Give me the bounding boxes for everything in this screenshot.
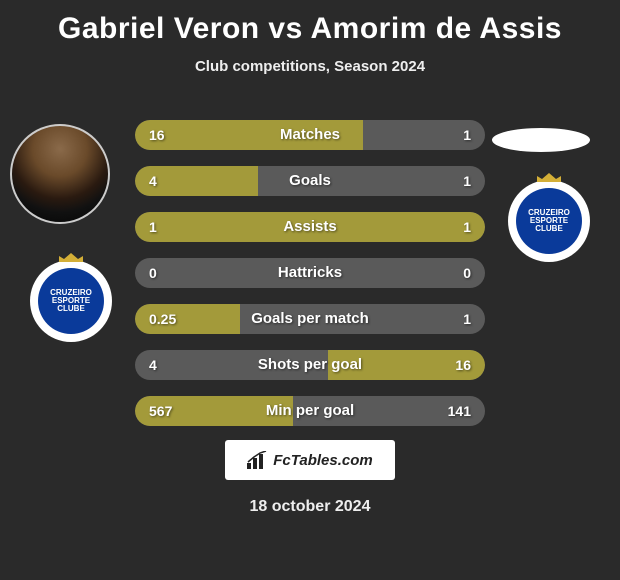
club-crest-left: CRUZEIRO ESPORTE CLUBE [30, 260, 112, 342]
stat-row: 00Hattricks [135, 258, 485, 288]
stat-label: Goals [135, 166, 485, 196]
club-crest-right-inner: CRUZEIRO ESPORTE CLUBE [516, 188, 582, 254]
stat-label: Goals per match [135, 304, 485, 334]
stat-label: Hattricks [135, 258, 485, 288]
player-photo-right [492, 128, 590, 152]
fctables-badge[interactable]: FcTables.com [225, 440, 395, 480]
stat-row: 416Shots per goal [135, 350, 485, 380]
club-crest-right: CRUZEIRO ESPORTE CLUBE [508, 180, 590, 262]
club-crest-left-inner: CRUZEIRO ESPORTE CLUBE [38, 268, 104, 334]
date-line: 18 october 2024 [0, 498, 620, 516]
stat-row: 161Matches [135, 120, 485, 150]
stat-label: Matches [135, 120, 485, 150]
stat-label: Assists [135, 212, 485, 242]
stat-row: 41Goals [135, 166, 485, 196]
stat-row: 0.251Goals per match [135, 304, 485, 334]
crest-line: CLUBE [535, 225, 563, 233]
player-photo-left [10, 124, 110, 224]
stat-row: 11Assists [135, 212, 485, 242]
crest-line: CLUBE [57, 305, 85, 313]
stat-row: 567141Min per goal [135, 396, 485, 426]
crown-icon [57, 252, 85, 262]
stat-label: Min per goal [135, 396, 485, 426]
fctables-text: FcTables.com [273, 452, 372, 469]
page-title: Gabriel Veron vs Amorim de Assis [0, 0, 620, 46]
fctables-icon [247, 451, 267, 469]
stat-label: Shots per goal [135, 350, 485, 380]
stats-table: 161Matches 41Goals 11Assists 00Hattricks 0.2… [135, 120, 485, 442]
subtitle: Club competitions, Season 2024 [0, 58, 620, 75]
crown-icon [535, 172, 563, 182]
